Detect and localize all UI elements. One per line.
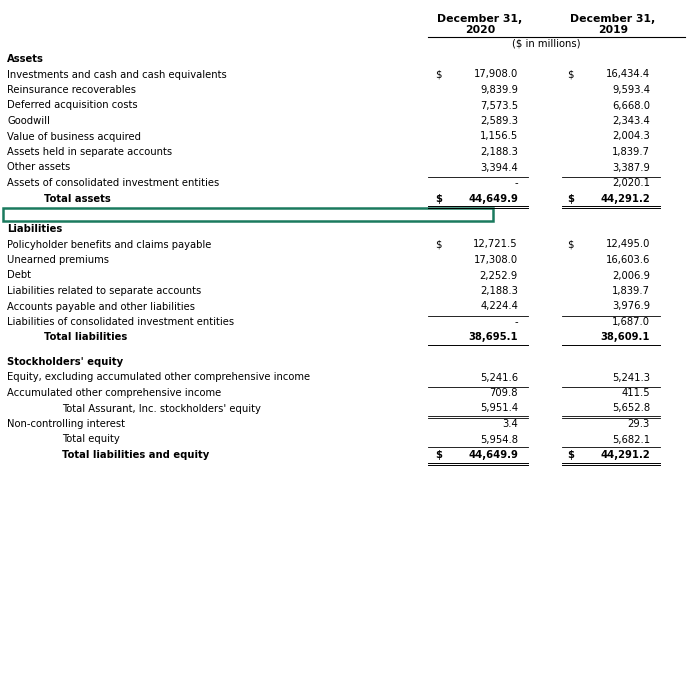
Text: 16,603.6: 16,603.6 <box>606 255 650 265</box>
Text: 9,839.9: 9,839.9 <box>480 85 518 95</box>
Text: 4,224.4: 4,224.4 <box>480 302 518 311</box>
Text: Stockholders' equity: Stockholders' equity <box>7 357 123 367</box>
Text: 411.5: 411.5 <box>622 388 650 398</box>
Text: 2020: 2020 <box>465 25 495 35</box>
Text: 38,695.1: 38,695.1 <box>468 332 518 343</box>
Text: 2,020.1: 2,020.1 <box>612 178 650 188</box>
Text: 7,573.5: 7,573.5 <box>480 101 518 110</box>
Text: Total assets: Total assets <box>44 193 111 204</box>
Text: December 31,: December 31, <box>570 14 656 24</box>
Text: 1,839.7: 1,839.7 <box>612 286 650 296</box>
Text: Goodwill: Goodwill <box>7 116 50 126</box>
Text: 709.8: 709.8 <box>489 388 518 398</box>
Text: 44,291.2: 44,291.2 <box>600 193 650 204</box>
Text: Total equity: Total equity <box>62 434 120 445</box>
Text: Investments and cash and cash equivalents: Investments and cash and cash equivalent… <box>7 69 227 80</box>
Text: Liabilities: Liabilities <box>7 224 62 234</box>
Text: $: $ <box>567 193 574 204</box>
Text: Reinsurance recoverables: Reinsurance recoverables <box>7 85 136 95</box>
Text: Debt: Debt <box>7 270 31 281</box>
Text: 3,394.4: 3,394.4 <box>480 163 518 172</box>
Text: Assets: Assets <box>7 54 44 64</box>
Text: Unearned premiums: Unearned premiums <box>7 255 109 265</box>
Text: 2,252.9: 2,252.9 <box>480 270 518 281</box>
Text: 17,908.0: 17,908.0 <box>474 69 518 80</box>
Text: Total liabilities: Total liabilities <box>44 332 128 343</box>
Text: 2,188.3: 2,188.3 <box>480 286 518 296</box>
Text: 5,682.1: 5,682.1 <box>612 434 650 445</box>
Text: 5,652.8: 5,652.8 <box>612 404 650 413</box>
Text: -: - <box>514 317 518 327</box>
Text: 44,649.9: 44,649.9 <box>468 193 518 204</box>
Text: 3,976.9: 3,976.9 <box>612 302 650 311</box>
Text: 44,649.9: 44,649.9 <box>468 450 518 460</box>
Text: 2,004.3: 2,004.3 <box>612 131 650 142</box>
Text: 5,241.3: 5,241.3 <box>612 373 650 383</box>
Text: Deferred acquisition costs: Deferred acquisition costs <box>7 101 138 110</box>
Text: 17,308.0: 17,308.0 <box>474 255 518 265</box>
Text: 6,668.0: 6,668.0 <box>612 101 650 110</box>
Text: 2,343.4: 2,343.4 <box>612 116 650 126</box>
Text: $: $ <box>567 69 574 80</box>
Text: 3,387.9: 3,387.9 <box>612 163 650 172</box>
Text: $: $ <box>567 450 574 460</box>
Text: $: $ <box>435 193 442 204</box>
Text: Total liabilities and equity: Total liabilities and equity <box>62 450 209 460</box>
Text: Equity, excluding accumulated other comprehensive income: Equity, excluding accumulated other comp… <box>7 373 310 383</box>
Text: 3.4: 3.4 <box>502 419 518 429</box>
Text: Value of business acquired: Value of business acquired <box>7 131 141 142</box>
Text: 16,434.4: 16,434.4 <box>606 69 650 80</box>
Text: Liabilities related to separate accounts: Liabilities related to separate accounts <box>7 286 201 296</box>
Text: Accumulated other comprehensive income: Accumulated other comprehensive income <box>7 388 221 398</box>
Text: Assets of consolidated investment entities: Assets of consolidated investment entiti… <box>7 178 219 188</box>
Text: 1,156.5: 1,156.5 <box>480 131 518 142</box>
Text: $: $ <box>435 69 441 80</box>
Text: 1,687.0: 1,687.0 <box>612 317 650 327</box>
Text: 9,593.4: 9,593.4 <box>612 85 650 95</box>
Text: 29.3: 29.3 <box>628 419 650 429</box>
Text: 1,839.7: 1,839.7 <box>612 147 650 157</box>
Text: Policyholder benefits and claims payable: Policyholder benefits and claims payable <box>7 240 211 249</box>
Text: Total Assurant, Inc. stockholders' equity: Total Assurant, Inc. stockholders' equit… <box>62 404 261 413</box>
Text: $: $ <box>435 240 441 249</box>
Text: 5,954.8: 5,954.8 <box>480 434 518 445</box>
Text: Accounts payable and other liabilities: Accounts payable and other liabilities <box>7 302 195 311</box>
Text: $: $ <box>567 240 574 249</box>
Text: 2019: 2019 <box>598 25 628 35</box>
Text: 2,589.3: 2,589.3 <box>480 116 518 126</box>
Text: Non-controlling interest: Non-controlling interest <box>7 419 125 429</box>
Text: 38,609.1: 38,609.1 <box>601 332 650 343</box>
Text: Assets held in separate accounts: Assets held in separate accounts <box>7 147 172 157</box>
Text: ($ in millions): ($ in millions) <box>512 39 581 49</box>
Text: -: - <box>514 178 518 188</box>
Text: $: $ <box>435 450 442 460</box>
Text: 12,495.0: 12,495.0 <box>606 240 650 249</box>
Text: 12,721.5: 12,721.5 <box>473 240 518 249</box>
Text: Liabilities of consolidated investment entities: Liabilities of consolidated investment e… <box>7 317 234 327</box>
Text: 5,951.4: 5,951.4 <box>480 404 518 413</box>
Text: 2,006.9: 2,006.9 <box>612 270 650 281</box>
Text: Other assets: Other assets <box>7 163 70 172</box>
Text: December 31,: December 31, <box>437 14 523 24</box>
Text: 5,241.6: 5,241.6 <box>480 373 518 383</box>
Text: 44,291.2: 44,291.2 <box>600 450 650 460</box>
Text: 2,188.3: 2,188.3 <box>480 147 518 157</box>
